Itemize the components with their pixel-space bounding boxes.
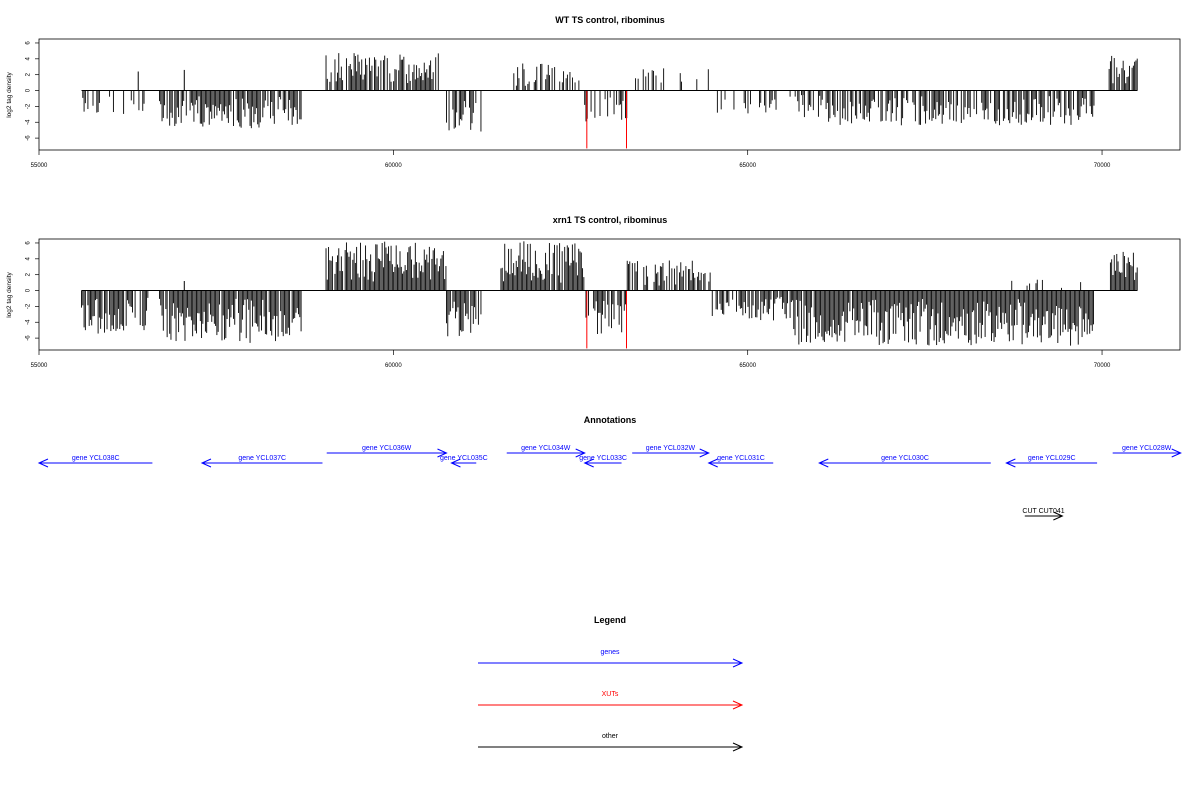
legend: Legend genes XUTs other <box>478 615 744 752</box>
y-tick-label: 0 <box>26 88 32 92</box>
arrow-head <box>1053 511 1064 521</box>
feature-label: gene YCL031C <box>717 455 765 462</box>
bars-layer <box>81 53 1138 149</box>
feature-label: gene YCL034W <box>521 445 571 452</box>
y-tick-label: 6 <box>26 41 32 45</box>
axes-layer: -6 -4 -2 0 2 4 6 55000 60000 65000 70000 <box>26 41 1111 169</box>
y-tick-label: -4 <box>26 319 32 325</box>
feature-label: gene YCL036W <box>362 445 412 452</box>
y-tick-label: 2 <box>26 72 32 76</box>
y-tick-label: -2 <box>26 303 32 309</box>
legend-arrow-head <box>732 658 744 668</box>
y-tick-label: -2 <box>26 103 32 109</box>
legend-label: genes <box>600 649 620 656</box>
y-tick-label: -6 <box>26 135 32 141</box>
plot-frame <box>38 238 1181 351</box>
panel-xrn1: xrn1 TS control, ribominus log2 tag dens… <box>6 215 1181 369</box>
arrow-head <box>437 448 448 458</box>
feature-label: gene YCL033C <box>579 455 627 462</box>
legend-title: Legend <box>594 615 626 625</box>
feature-label: gene YCL035C <box>440 455 488 462</box>
x-tick-label: 70000 <box>1094 363 1111 369</box>
arrow-head <box>1171 448 1182 458</box>
feature-label: gene YCL028W <box>1122 445 1172 452</box>
arrow-head <box>707 458 718 468</box>
y-tick-label: 6 <box>26 241 32 245</box>
x-tick-label: 65000 <box>739 363 756 369</box>
arrow-head <box>450 458 461 468</box>
feature-label: gene YCL032W <box>646 445 696 452</box>
y-tick-label: 0 <box>26 288 32 292</box>
panel-title: xrn1 TS control, ribominus <box>553 215 668 225</box>
x-tick-label: 60000 <box>385 363 402 369</box>
y-tick-label: -6 <box>26 335 32 341</box>
feature-label: gene YCL029C <box>1028 455 1076 462</box>
axes-layer: -6 -4 -2 0 2 4 6 55000 60000 65000 70000 <box>26 241 1111 369</box>
y-axis-label: log2 tag density <box>6 71 13 117</box>
feature-label: CUT CUT041 <box>1022 508 1064 515</box>
annotation-features: gene YCL038C gene YCL037C gene YCL036W gene… <box>37 445 1182 521</box>
arrow-head <box>1005 458 1016 468</box>
legend-items: genes XUTs other <box>478 649 744 752</box>
y-tick-label: 4 <box>26 256 32 260</box>
arrow-head <box>818 458 829 468</box>
bars-layer <box>81 241 1138 349</box>
plot-frame <box>38 38 1181 151</box>
arrow-head <box>37 458 49 468</box>
x-tick-label: 55000 <box>31 163 48 169</box>
feature-label: gene YCL037C <box>238 455 286 462</box>
legend-label: XUTs <box>602 691 619 698</box>
annotations-track: Annotations gene YCL038C gene YCL037Cgene… <box>37 415 1182 521</box>
y-tick-label: 4 <box>26 56 32 60</box>
annotations-title: Annotations <box>584 415 637 425</box>
y-tick-label: -4 <box>26 119 32 125</box>
x-tick-label: 65000 <box>739 163 756 169</box>
feature-label: gene YCL030C <box>881 455 929 462</box>
x-tick-label: 70000 <box>1094 163 1111 169</box>
arrow-head <box>575 448 586 458</box>
arrow-head <box>200 458 212 468</box>
arrow-head <box>699 448 710 458</box>
legend-arrow-head <box>732 742 744 752</box>
x-tick-label: 55000 <box>31 363 48 369</box>
y-tick-label: 2 <box>26 272 32 276</box>
arrow-head <box>583 458 594 468</box>
y-axis-label: log2 tag density <box>6 271 13 317</box>
panel-title: WT TS control, ribominus <box>555 15 665 25</box>
feature-label: gene YCL038C <box>72 455 120 462</box>
legend-arrow-head <box>732 700 744 710</box>
legend-label: other <box>602 733 619 740</box>
panel-wt: WT TS control, ribominus log2 tag densit… <box>6 15 1181 169</box>
x-tick-label: 60000 <box>385 163 402 169</box>
